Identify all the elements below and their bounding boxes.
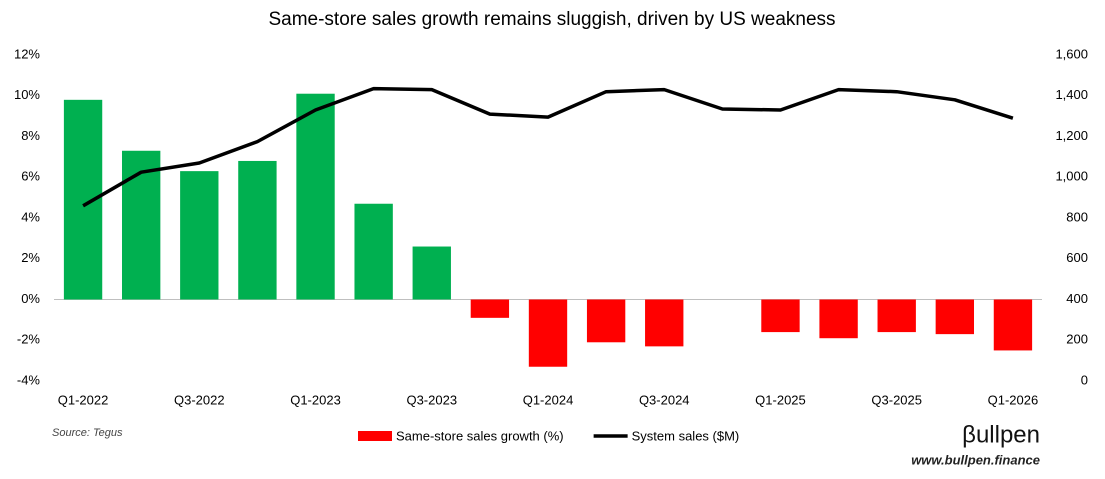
bar [586,299,626,343]
bar [296,93,335,300]
bar [761,299,800,333]
y2-tick-label: 1,400 [1055,87,1088,102]
x-tick-label: Q1-2022 [58,392,109,407]
y-tick-label: 12% [14,46,40,61]
bar [528,299,568,367]
bar [121,150,161,300]
y2-tick-label: 1,200 [1055,128,1088,143]
y-tick-label: 6% [21,169,40,184]
bar [819,299,858,339]
x-tick-label: Q1-2025 [755,392,806,407]
y-tick-label: -4% [17,372,41,387]
bar [412,246,451,300]
y-tick-label: 10% [14,87,40,102]
y-tick-label: 4% [21,209,40,224]
x-tick-label: Q3-2025 [871,392,922,407]
legend-swatch [358,431,392,441]
bar [993,299,1033,351]
bar [470,299,510,318]
bar [877,299,916,333]
y2-tick-label: 200 [1066,332,1088,347]
y-tick-label: 2% [21,250,40,265]
line [82,86,1014,208]
bar [645,299,684,347]
x-tick-label: Q3-2024 [639,392,690,407]
x-tick-label: Q1-2026 [988,392,1039,407]
x-tick-label: Q3-2022 [174,392,225,407]
y2-tick-label: 400 [1066,291,1088,306]
y2-tick-label: 0 [1081,372,1088,387]
legend-label: System sales ($M) [632,428,740,443]
x-tick-label: Q3-2023 [406,392,457,407]
bar [354,203,393,300]
y2-tick-label: 600 [1066,250,1088,265]
legend-label: Same-store sales growth (%) [396,428,564,443]
chart-title: Same-store sales growth remains sluggish… [268,9,835,30]
y2-tick-label: 1,600 [1055,46,1088,61]
website: www.bullpen.finance [911,452,1040,467]
bar [935,299,975,335]
y2-tick-label: 800 [1066,209,1088,224]
y-tick-label: 8% [21,128,40,143]
logo: βullpen [962,421,1040,448]
y-tick-label: -2% [17,332,41,347]
y-tick-label: 0% [21,291,40,306]
bar [238,160,277,300]
y2-tick-label: 1,000 [1055,169,1088,184]
bar [180,171,219,300]
source: Source: Tegus [52,427,123,439]
x-tick-label: Q1-2024 [523,392,574,407]
x-tick-label: Q1-2023 [290,392,341,407]
